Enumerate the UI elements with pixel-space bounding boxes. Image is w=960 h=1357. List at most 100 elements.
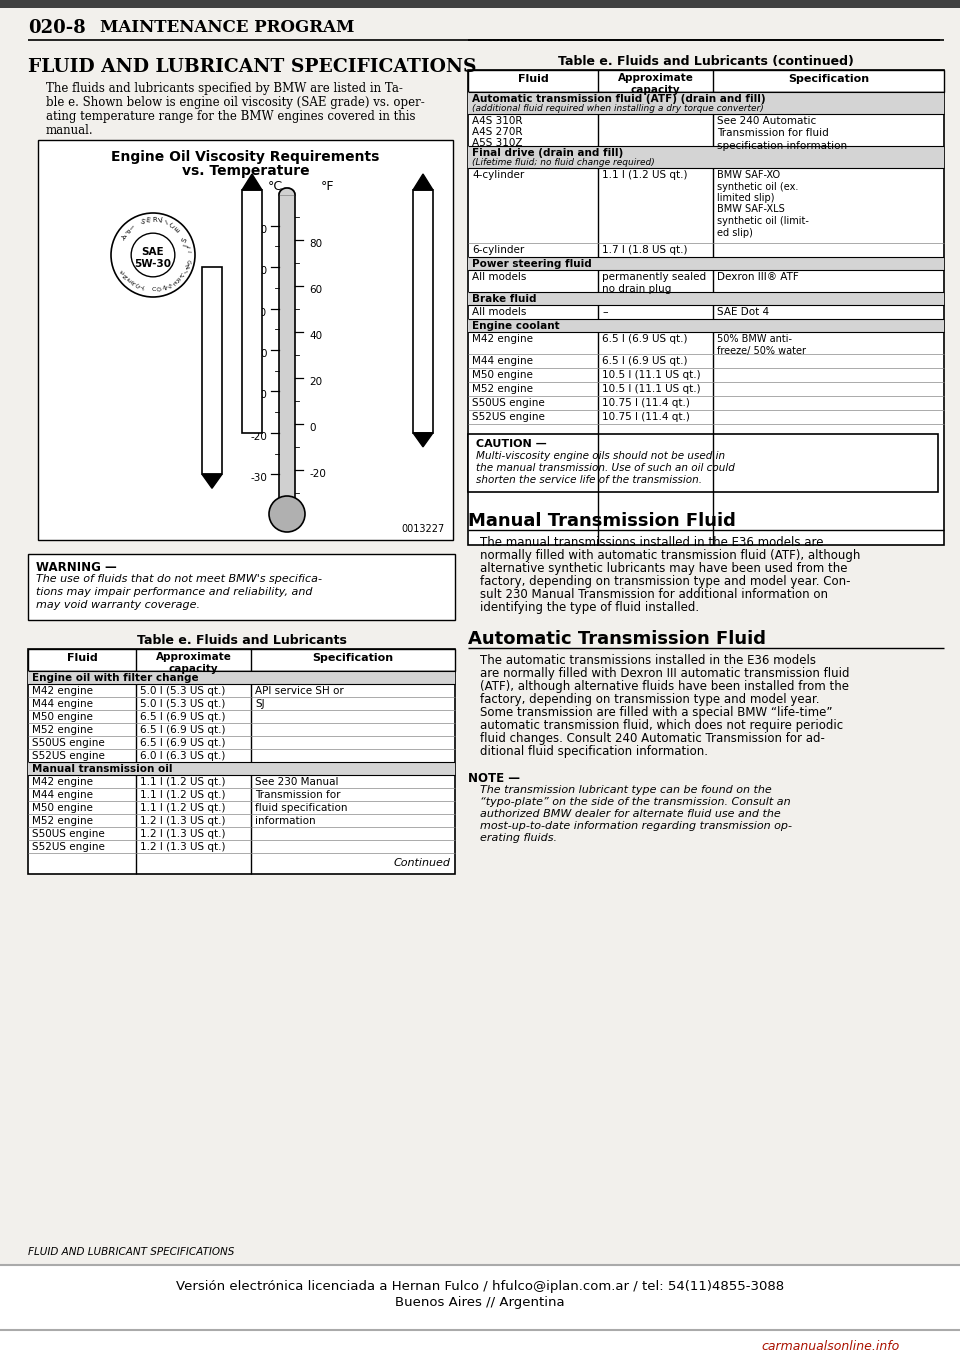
Text: Brake fluid: Brake fluid [472,294,537,304]
Circle shape [111,213,195,297]
Text: E: E [126,278,132,284]
Text: Versión electrónica licenciada a Hernan Fulco / hfulco@iplan.com.ar / tel: 54(11: Versión electrónica licenciada a Hernan … [176,1280,784,1293]
Text: 4-cylinder: 4-cylinder [472,170,524,180]
Text: 0: 0 [309,422,316,433]
Text: BMW SAF-XO: BMW SAF-XO [717,170,780,180]
Text: ble e. Shown below is engine oil viscosity (SAE grade) vs. oper-: ble e. Shown below is engine oil viscosi… [46,96,424,109]
Text: NOTE —: NOTE — [468,772,520,784]
Text: Manual transmission oil: Manual transmission oil [32,764,173,773]
Text: 20: 20 [309,377,323,387]
Text: 0: 0 [260,349,267,360]
Text: I: I [164,220,169,227]
Text: S52US engine: S52US engine [32,750,105,761]
Text: I: I [181,270,186,274]
Text: A: A [119,233,127,242]
Text: The use of fluids that do not meet BMW's specifica-: The use of fluids that do not meet BMW's… [36,574,322,584]
Bar [468,71,944,546]
Text: R: R [174,277,180,284]
Text: (additional fluid required when installing a dry torque converter): (additional fluid required when installi… [472,104,764,113]
Text: V: V [157,217,163,224]
Text: normally filled with automatic transmission fluid (ATF), although: normally filled with automatic transmiss… [480,550,860,562]
Text: Power steering fluid: Power steering fluid [472,259,591,269]
Text: The transmission lubricant type can be found on the: The transmission lubricant type can be f… [480,784,772,795]
Text: carmanualsonline.info: carmanualsonline.info [761,1339,900,1353]
Bar [0,1265,960,1357]
Text: 30: 30 [253,225,267,235]
Text: 6-cylinder: 6-cylinder [472,246,524,255]
Text: Some transmission are filled with a special BMW “life-time”: Some transmission are filled with a spec… [480,706,832,719]
Text: may void warranty coverage.: may void warranty coverage. [36,600,200,611]
Text: (Lifetime fluid; no fluid change required): (Lifetime fluid; no fluid change require… [472,157,655,167]
Text: SAE: SAE [142,247,164,256]
Text: Table e. Fluids and Lubricants: Table e. Fluids and Lubricants [136,634,347,647]
Polygon shape [413,174,433,190]
Text: 1.1 l (1.2 US qt.): 1.1 l (1.2 US qt.) [140,778,226,787]
Text: synthetic oil (ex.: synthetic oil (ex. [717,182,799,191]
Text: N: N [161,285,167,292]
Bar [28,649,455,874]
Bar [468,71,944,92]
Text: E: E [174,227,180,233]
Text: 1.1 l (1.2 US qt.): 1.1 l (1.2 US qt.) [140,803,226,813]
Text: alternative synthetic lubricants may have been used from the: alternative synthetic lubricants may hav… [480,562,848,575]
Text: M44 engine: M44 engine [32,699,93,708]
Text: 1.1 l (1.2 US qt.): 1.1 l (1.2 US qt.) [602,170,687,180]
Text: 1.2 l (1.3 US qt.): 1.2 l (1.3 US qt.) [140,841,226,852]
Text: M44 engine: M44 engine [472,356,533,366]
Text: Manual Transmission Fluid: Manual Transmission Fluid [468,512,736,531]
Text: 0013227: 0013227 [401,524,445,535]
Text: factory, depending on transmission type and model year.: factory, depending on transmission type … [480,693,820,706]
Bar [468,292,944,305]
Text: E: E [146,217,151,224]
Text: manual.: manual. [46,123,94,137]
Text: O: O [156,286,161,292]
Text: M50 engine: M50 engine [32,712,93,722]
Text: N: N [182,263,189,270]
Text: (ATF), although alternative fluids have been installed from the: (ATF), although alternative fluids have … [480,680,849,693]
Bar [242,190,262,433]
Text: All models: All models [472,307,526,318]
Text: information: information [255,816,316,826]
Text: 5W-30: 5W-30 [134,259,172,269]
Text: 20: 20 [253,266,267,275]
Text: The fluids and lubricants specified by BMW are listed in Ta-: The fluids and lubricants specified by B… [46,81,403,95]
Text: FLUID AND LUBRICANT SPECIFICATIONS: FLUID AND LUBRICANT SPECIFICATIONS [28,58,476,76]
Text: I: I [185,250,190,252]
Text: S: S [166,284,172,289]
Polygon shape [202,475,222,489]
Text: Approximate
capacity: Approximate capacity [617,73,693,95]
Text: E: E [170,281,177,286]
Text: S: S [139,218,145,225]
Text: Continued: Continued [394,858,451,868]
Text: A4S 310R: A4S 310R [472,115,522,126]
Text: 1.1 l (1.2 US qt.): 1.1 l (1.2 US qt.) [140,790,226,801]
Text: E: E [120,270,126,275]
Bar [38,140,453,540]
Text: factory, depending on transmission type and model year. Con-: factory, depending on transmission type … [480,575,851,588]
Text: Specification: Specification [788,75,869,84]
Text: 80: 80 [309,239,323,248]
Text: M44 engine: M44 engine [32,790,93,801]
Circle shape [269,497,305,532]
Text: SAE Dot 4: SAE Dot 4 [717,307,769,318]
Polygon shape [413,433,433,446]
Text: S52US engine: S52US engine [472,413,545,422]
Text: 40: 40 [309,331,323,341]
Bar [0,1330,960,1357]
Text: 50% BMW anti-
freeze/ 50% water: 50% BMW anti- freeze/ 50% water [717,334,806,357]
Text: tions may impair performance and reliability, and: tions may impair performance and reliabi… [36,588,313,597]
Text: S50US engine: S50US engine [32,738,105,748]
Bar [28,763,455,775]
Text: S: S [181,236,188,243]
Text: fluid changes. Consult 240 Automatic Transmission for ad-: fluid changes. Consult 240 Automatic Tra… [480,731,825,745]
Text: Transmission for: Transmission for [255,790,341,801]
Text: sult 230 Manual Transmission for additional information on: sult 230 Manual Transmission for additio… [480,588,828,601]
Text: -20: -20 [309,468,325,479]
Polygon shape [279,189,295,195]
Text: Engine Oil Viscosity Requirements: Engine Oil Viscosity Requirements [111,151,380,164]
Text: 60: 60 [309,285,323,294]
Text: –: – [602,307,608,318]
Text: S50US engine: S50US engine [472,398,544,408]
Text: I: I [184,244,189,247]
Text: A5S 310Z: A5S 310Z [472,138,522,148]
